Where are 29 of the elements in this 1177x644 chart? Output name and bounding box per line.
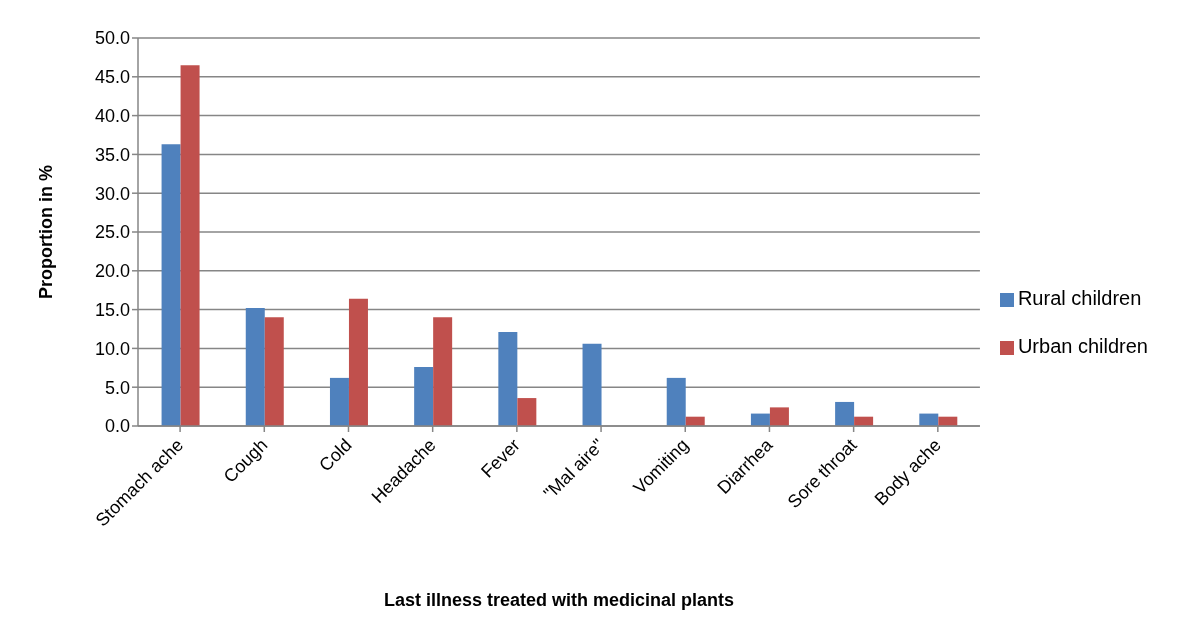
bar: [498, 332, 518, 426]
bar: [161, 144, 181, 426]
y-tick-label: 50.0: [94, 28, 130, 49]
bar: [329, 377, 349, 426]
bar: [582, 343, 602, 426]
y-tick-label: 10.0: [94, 338, 130, 359]
y-tick-label: 35.0: [94, 144, 130, 165]
y-tick-label: 45.0: [94, 67, 130, 88]
bar: [348, 298, 368, 426]
bar: [835, 401, 855, 426]
bar: [264, 317, 284, 426]
bar: [245, 308, 265, 426]
legend-label: Rural children: [1017, 287, 1142, 309]
y-tick-label: 30.0: [94, 183, 130, 204]
y-axis-title: Proportion in %: [36, 165, 57, 299]
bar: [414, 367, 434, 426]
y-tick-label: 20.0: [94, 261, 130, 282]
legend-label: Urban children: [1017, 335, 1148, 357]
bar: [666, 377, 686, 426]
y-tick-label: 25.0: [94, 222, 130, 243]
y-tick-label: 0.0: [104, 416, 130, 437]
bar: [180, 65, 200, 426]
y-tick-label: 5.0: [104, 377, 130, 398]
y-tick-label: 15.0: [94, 299, 130, 320]
bar: [517, 398, 537, 426]
bar: [769, 407, 789, 426]
bar: [433, 317, 453, 426]
x-axis-title: Last illness treated with medicinal plants: [383, 590, 735, 610]
y-tick-label: 40.0: [94, 105, 130, 126]
